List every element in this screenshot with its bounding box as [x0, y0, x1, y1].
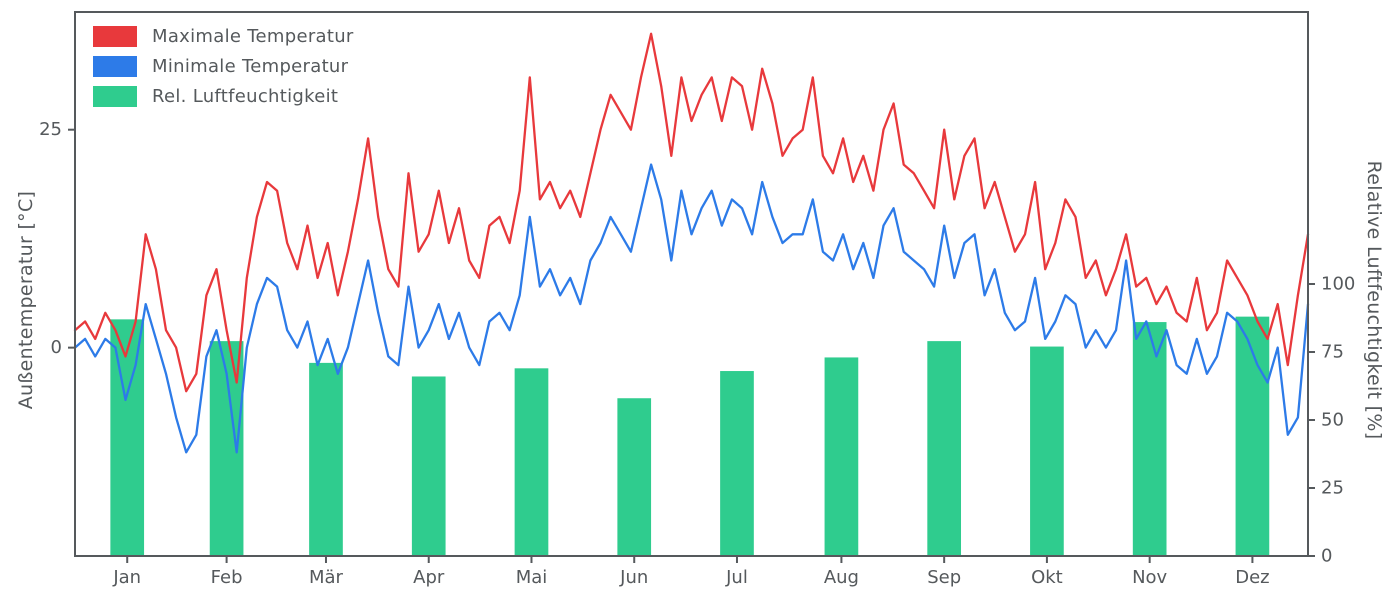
left-axis-label: Außentemperatur [°C]: [15, 190, 37, 410]
max-temp-line: [73, 32, 1310, 393]
humidity-bar: [110, 319, 145, 556]
max-temp-swatch: [93, 26, 137, 47]
x-tick-label: Apr: [413, 567, 445, 588]
left-tick-label: 25: [39, 119, 62, 140]
x-tick-label: Feb: [211, 567, 243, 588]
legend-item-max-temp: Maximale Temperatur: [93, 26, 354, 47]
legend-label-min-temp: Minimale Temperatur: [152, 56, 349, 77]
x-tick-label: Dez: [1235, 567, 1269, 588]
x-tick-label: Aug: [824, 567, 859, 588]
humidity-bar: [514, 368, 549, 556]
humidity-bar: [1132, 322, 1167, 556]
right-tick-label: 100: [1321, 274, 1355, 295]
humidity-bar: [617, 398, 652, 556]
x-tick-label: Jul: [725, 567, 748, 588]
right-axis-label: Relative Luftfeuchtigkeit [%]: [1363, 160, 1385, 440]
humidity-bar: [1235, 316, 1270, 556]
x-tick-label: Jun: [619, 567, 648, 588]
x-tick-label: Mai: [516, 567, 548, 588]
right-tick-label: 0: [1321, 546, 1332, 567]
min-temp-line: [73, 163, 1310, 454]
right-tick-label: 50: [1321, 410, 1344, 431]
x-tick-label: Mär: [309, 567, 344, 588]
min-temp-swatch: [93, 56, 137, 77]
humidity-swatch: [93, 86, 137, 107]
humidity-bar: [824, 357, 859, 556]
humidity-bar: [309, 362, 343, 556]
legend: Maximale Temperatur Minimale Temperatur …: [93, 26, 354, 116]
humidity-bar: [1030, 346, 1064, 556]
x-tick-label: Okt: [1031, 567, 1063, 588]
x-tick-label: Nov: [1132, 567, 1167, 588]
right-tick-label: 25: [1321, 478, 1344, 499]
right-tick-label: 75: [1321, 342, 1344, 363]
x-tick-label: Sep: [927, 567, 961, 588]
left-tick-label: 0: [51, 337, 62, 358]
humidity-bar: [411, 376, 446, 556]
legend-item-min-temp: Minimale Temperatur: [93, 56, 354, 77]
legend-label-max-temp: Maximale Temperatur: [152, 26, 354, 47]
humidity-bar: [927, 341, 962, 556]
legend-label-humidity: Rel. Luftfeuchtigkeit: [152, 86, 339, 107]
humidity-bar: [720, 371, 754, 556]
x-tick-label: Jan: [112, 567, 141, 588]
legend-item-humidity: Rel. Luftfeuchtigkeit: [93, 86, 354, 107]
